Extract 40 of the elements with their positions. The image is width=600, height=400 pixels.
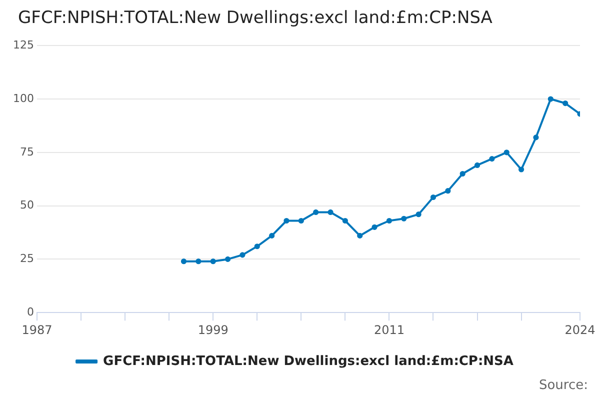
- point: [224, 256, 231, 262]
- y-tick-label: 125: [12, 38, 34, 52]
- point: [460, 170, 466, 177]
- point: [196, 258, 202, 264]
- point: [518, 166, 524, 172]
- point: [416, 212, 422, 218]
- point: [474, 162, 480, 168]
- y-tick-label: 25: [20, 252, 34, 266]
- point: [401, 216, 407, 222]
- point: [342, 218, 348, 224]
- point: [328, 209, 334, 216]
- x-tick-label: 2024: [564, 322, 596, 337]
- point: [445, 188, 451, 194]
- point: [240, 252, 246, 258]
- point: [284, 218, 290, 224]
- legend-label: GFCF:NPISH:TOTAL:New Dwellings:excl land:£m:CP:NSA: [103, 354, 514, 369]
- point: [489, 156, 495, 162]
- point: [269, 232, 275, 239]
- point: [386, 218, 392, 224]
- point: [357, 232, 363, 239]
- point: [298, 218, 304, 224]
- source-note: Source:: [538, 378, 588, 393]
- point: [533, 134, 539, 140]
- y-tick-label: 75: [20, 145, 34, 158]
- point: [430, 194, 436, 200]
- y-tick-label: 0: [26, 305, 34, 318]
- point: [548, 96, 554, 102]
- chart-title: GFCF:NPISH:TOTAL:New Dwellings:excl land:£m:CP:NSA: [18, 8, 492, 28]
- y-tick-label: 50: [20, 198, 34, 212]
- x-tick-label: 2011: [374, 322, 404, 337]
- point: [254, 244, 260, 250]
- x-tick-label: 1987: [22, 322, 52, 337]
- point: [504, 150, 510, 156]
- y-tick-label: 100: [12, 92, 34, 105]
- point: [372, 224, 378, 230]
- point: [313, 209, 319, 216]
- point: [562, 100, 568, 106]
- x-tick-label: 1999: [198, 322, 228, 337]
- point: [210, 258, 216, 264]
- point: [180, 258, 187, 264]
